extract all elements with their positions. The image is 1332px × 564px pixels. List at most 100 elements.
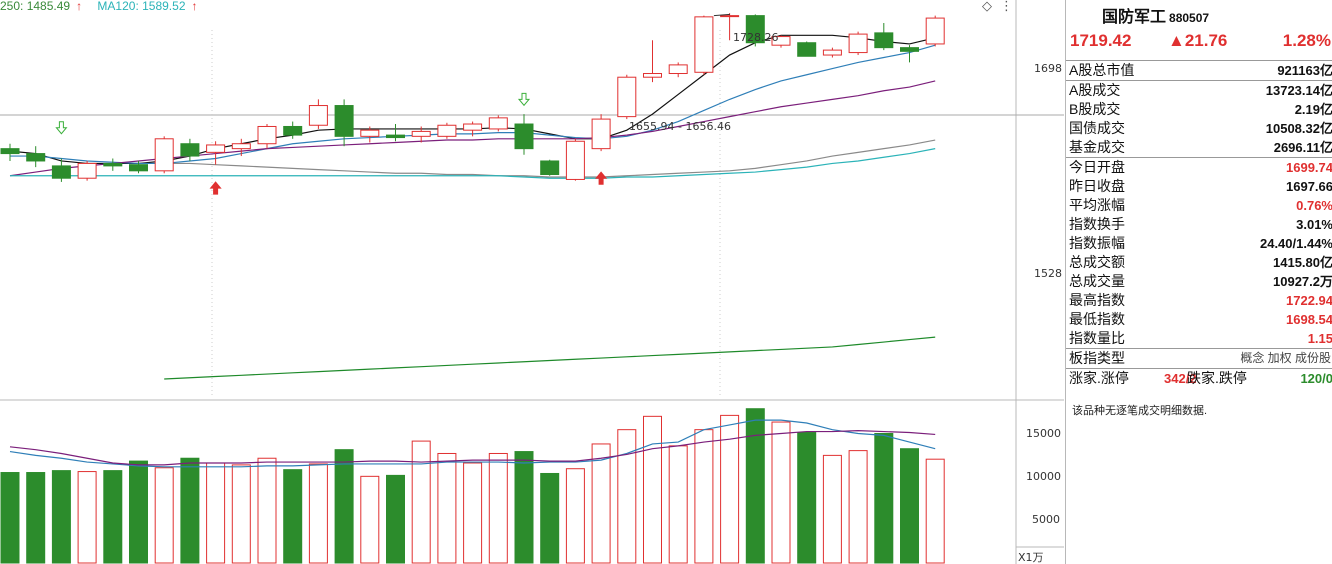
volume-bar: [900, 448, 919, 564]
stat-value: 2.19亿: [1294, 102, 1332, 117]
ma-legend: 250: 1485.49 ↑ MA120: 1589.52 ↑: [0, 0, 210, 13]
volume-bar: [129, 460, 148, 564]
stat-value: 1699.74: [1286, 160, 1332, 175]
stat-value: 24.40/1.44%: [1259, 236, 1332, 251]
candle: [822, 49, 842, 56]
volume-bar: [437, 452, 457, 564]
stat-value: 0.76%: [1296, 198, 1332, 213]
stat-label: 指数量比: [1069, 330, 1125, 346]
index-code: 880507: [1169, 11, 1210, 25]
stat-row: 国债成交 10508.32亿: [1066, 119, 1332, 138]
stat-label: 指数换手: [1069, 216, 1125, 232]
volume-bar: [103, 470, 123, 564]
candle: [694, 16, 714, 73]
price-change: ▲21.76: [1168, 31, 1228, 50]
ma250-legend: 250: 1485.49 ↑: [0, 0, 83, 13]
candle: [514, 123, 534, 150]
volume-bar: [77, 471, 97, 564]
more-icon[interactable]: ⋮: [1000, 0, 1013, 13]
plate-type-options[interactable]: 概念 加权 成份股: [1240, 351, 1331, 365]
volume-bar: [308, 463, 328, 564]
stat-value: 921163亿: [1277, 63, 1332, 78]
index-title: 国防军工 880507: [1102, 9, 1210, 26]
stat-row: 总成交量 10927.2万: [1066, 272, 1332, 291]
stat-label: 国债成交: [1069, 120, 1125, 136]
plate-type-row: 板指类型 概念 加权 成份股: [1066, 348, 1332, 368]
ma-line: [10, 148, 936, 179]
volume-bar: [617, 429, 637, 564]
volume-bar: [231, 464, 251, 564]
stat-row: 指数振幅 24.40/1.44%: [1066, 234, 1332, 253]
candle: [26, 153, 46, 162]
stat-row: 基金成交 2696.11亿: [1066, 138, 1332, 157]
volume-bar: [283, 469, 303, 564]
volume-tick-label: 15000: [1026, 427, 1061, 440]
candle: [129, 164, 148, 172]
candle: [180, 143, 200, 157]
stat-label: 基金成交: [1069, 139, 1125, 155]
buy-signal-arrow: [595, 171, 608, 185]
price-change-pct: 1.28%: [1282, 31, 1331, 50]
stat-value: 1415.80亿: [1273, 255, 1332, 270]
candle: [206, 144, 226, 153]
high-annotation: 1728.26: [733, 31, 779, 44]
volume-bar: [720, 414, 740, 564]
volume-bar: [411, 440, 431, 564]
stat-value: 1697.66: [1286, 179, 1332, 194]
stat-row: 指数量比 1.15: [1066, 329, 1332, 348]
plate-type-label: 板指类型: [1069, 350, 1125, 366]
stat-label: 总成交量: [1069, 273, 1125, 289]
stat-label: 总成交额: [1069, 254, 1125, 270]
volume-bar: [180, 457, 200, 564]
candle: [540, 160, 560, 176]
volume-bar: [26, 472, 46, 564]
volume-bar: [771, 421, 791, 564]
fall-value: 120/0: [1300, 371, 1332, 386]
candle: [668, 64, 688, 75]
stat-value: 13723.14亿: [1265, 83, 1332, 98]
volume-bar: [514, 451, 534, 564]
volume-bar: [643, 415, 662, 564]
stat-label: 最低指数: [1069, 311, 1125, 327]
rise-fall-row: 涨家.涨停 342/2 跌家.跌停 120/0: [1066, 368, 1332, 388]
buy-signal-arrow: [209, 181, 222, 195]
candle: [411, 130, 431, 137]
volume-bar: [848, 450, 868, 564]
volume-bar: [51, 470, 71, 564]
candle: [848, 33, 868, 54]
candle: [154, 138, 174, 172]
volume-tick-label: 5000: [1032, 513, 1060, 526]
sell-signal-arrow: [517, 92, 531, 107]
stat-value: 1698.54: [1286, 312, 1332, 327]
high-annotation-leader: [713, 13, 731, 17]
candle: [874, 32, 894, 49]
stat-label: 昨日收盘: [1069, 178, 1125, 194]
candle: [283, 125, 303, 136]
candle: [386, 134, 405, 139]
candle: [231, 143, 251, 150]
stat-row: 今日开盘 1699.74: [1066, 157, 1332, 177]
volume-bar: [257, 457, 277, 564]
volume-bar: [463, 462, 483, 564]
volume-bar: [668, 445, 688, 564]
candle: [437, 124, 457, 137]
stat-row: 昨日收盘 1697.66: [1066, 177, 1332, 196]
stats-table: A股总市值 921163亿 A股成交 13723.14亿 B股成交 2.19亿 国债成交 10…: [1066, 60, 1332, 388]
stat-row: 指数换手 3.01%: [1066, 215, 1332, 234]
stat-value: 1.15: [1307, 331, 1332, 346]
stat-row: B股成交 2.19亿: [1066, 100, 1332, 119]
ma120-legend: MA120: 1589.52 ↑: [97, 0, 198, 13]
kline-chart[interactable]: 1698 1528 15000 10000 5000 X1万 1728.26 1…: [0, 0, 1064, 564]
candle: [565, 140, 585, 180]
stat-label: B股成交: [1069, 101, 1121, 117]
stat-value: 1722.94: [1286, 293, 1332, 308]
candle: [617, 76, 637, 118]
volume-tick-label: 10000: [1026, 470, 1061, 483]
candle: [257, 125, 277, 145]
volume-bar: [206, 462, 226, 564]
sell-signal-arrow: [55, 121, 68, 135]
stat-row: A股成交 13723.14亿: [1066, 80, 1332, 100]
fall-label: 跌家.跌停: [1187, 370, 1247, 386]
diamond-icon[interactable]: ◇: [982, 0, 992, 13]
volume-bar: [925, 458, 945, 564]
